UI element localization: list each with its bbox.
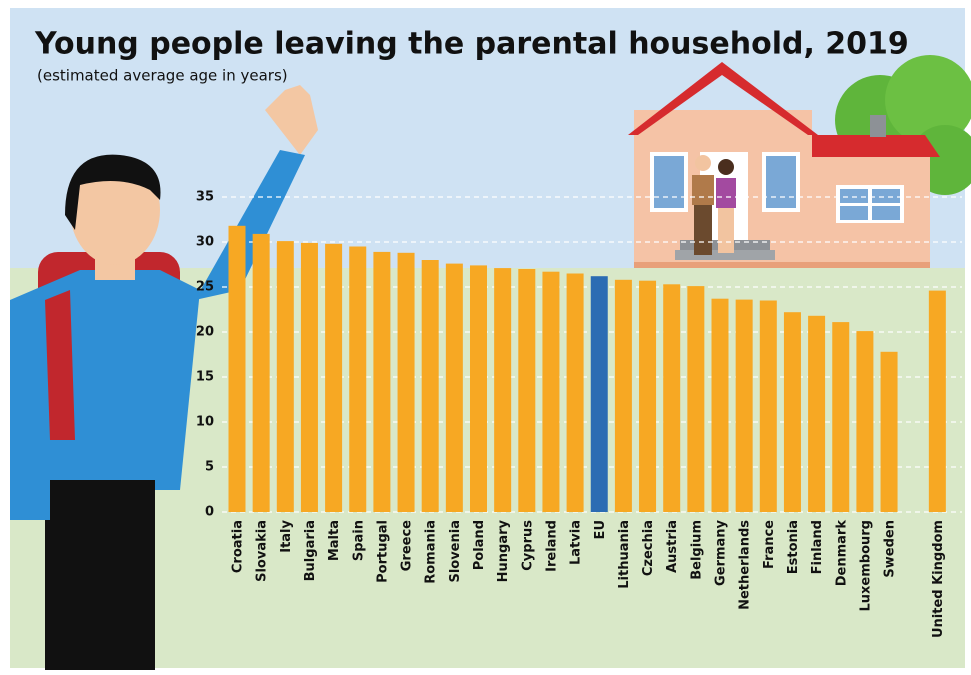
y-tick-label: 0	[205, 505, 214, 520]
y-tick-label: 10	[196, 415, 214, 430]
x-tick-label: Slovenia	[448, 520, 463, 583]
bar	[614, 279, 632, 512]
bar	[711, 298, 729, 512]
x-tick-label: Malta	[327, 520, 342, 561]
x-tick-label: Spain	[351, 520, 366, 561]
x-tick-label: Slovakia	[255, 520, 270, 582]
bar	[518, 269, 536, 512]
bar	[349, 246, 367, 512]
bar	[783, 312, 801, 512]
bar	[300, 242, 318, 512]
bar	[856, 331, 874, 512]
x-tick-label: Portugal	[375, 520, 390, 583]
bar	[880, 351, 898, 512]
bar	[566, 273, 584, 512]
x-tick-label: Austria	[665, 520, 680, 573]
bar	[228, 225, 246, 513]
bar	[590, 276, 608, 512]
x-tick-label: Germany	[714, 519, 729, 585]
x-tick-label: Denmark	[834, 520, 849, 587]
bar	[397, 252, 415, 513]
bar	[252, 233, 270, 512]
bar	[928, 290, 946, 512]
y-tick-label: 25	[196, 280, 214, 295]
bar	[808, 315, 826, 512]
y-tick-label: 30	[196, 235, 214, 250]
bar	[759, 300, 777, 512]
x-tick-label: Belgium	[689, 520, 704, 580]
x-tick-label: Estonia	[786, 520, 801, 574]
bar	[687, 286, 705, 512]
x-tick-label: Sweden	[883, 520, 898, 578]
x-tick-label: Italy	[279, 519, 294, 552]
bar	[276, 241, 294, 512]
x-tick-label: Cyprus	[520, 520, 535, 571]
x-tick-label: Czechia	[641, 520, 656, 576]
x-tick-label: Luxembourg	[858, 520, 873, 612]
x-tick-label: Croatia	[231, 520, 246, 573]
x-tick-label: Netherlands	[738, 520, 753, 610]
person	[10, 85, 318, 670]
y-tick-label: 5	[205, 460, 214, 475]
bar	[373, 251, 391, 512]
chart-subtitle: (estimated average age in years)	[37, 67, 288, 85]
bar	[735, 299, 753, 512]
bar	[639, 280, 657, 512]
x-tick-label: Romania	[424, 520, 439, 584]
y-tick-label: 20	[196, 325, 214, 340]
x-tick-label: France	[762, 520, 777, 569]
x-tick-label: Latvia	[569, 520, 584, 565]
bar	[325, 243, 343, 513]
bar	[494, 268, 512, 512]
bar	[445, 263, 463, 512]
x-tick-label: Greece	[400, 520, 415, 571]
bar	[542, 271, 560, 512]
x-tick-label: Ireland	[544, 520, 559, 572]
x-tick-label: Hungary	[496, 519, 511, 582]
bar	[832, 322, 850, 512]
x-tick-label: Finland	[810, 520, 825, 574]
x-tick-label: Lithuania	[617, 520, 632, 589]
bar	[421, 260, 439, 512]
chart-title: Young people leaving the parental househ…	[34, 27, 909, 62]
house	[628, 62, 940, 268]
x-tick-label: Poland	[472, 520, 487, 570]
bar	[663, 284, 681, 512]
x-tick-label: EU	[593, 520, 608, 539]
bar	[470, 265, 487, 512]
y-tick-label: 35	[196, 190, 214, 205]
x-tick-label: United Kingdom	[931, 520, 946, 638]
x-tick-label: Bulgaria	[303, 520, 318, 581]
y-tick-label: 15	[196, 370, 214, 385]
